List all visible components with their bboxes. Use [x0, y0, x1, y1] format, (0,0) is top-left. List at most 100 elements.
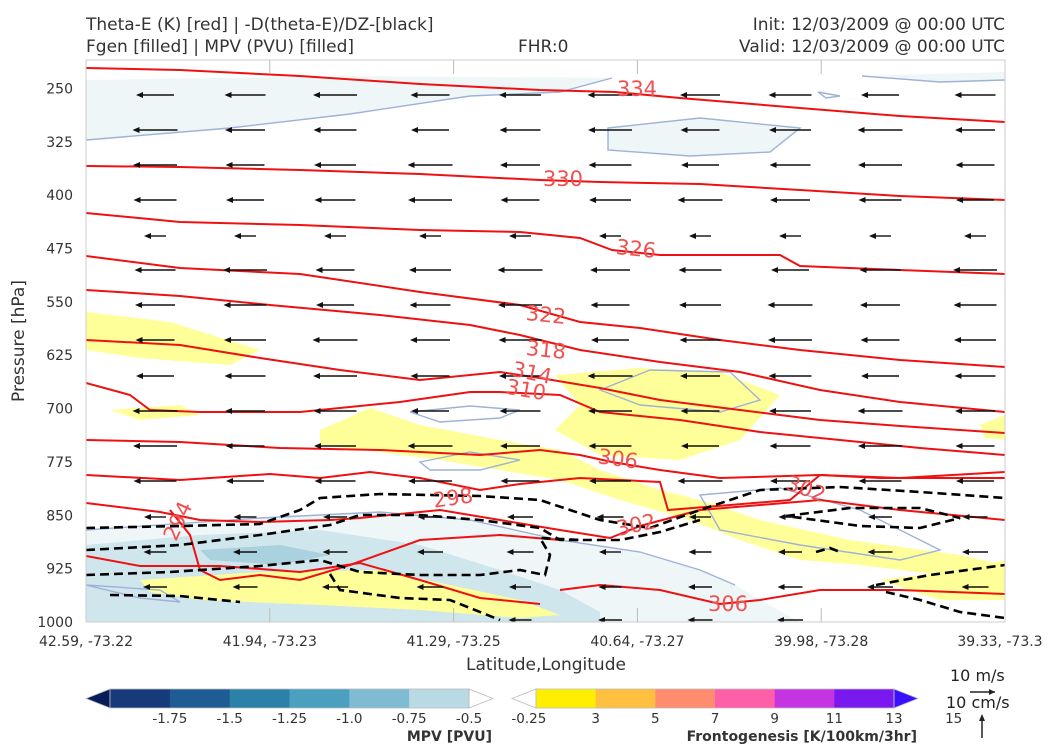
wind-vector	[681, 443, 719, 449]
wind-vector	[313, 127, 357, 133]
wind-vector	[679, 302, 721, 308]
fgen-colorbar: 3 5 7 9 11 13 15	[510, 688, 962, 727]
wind-vector	[500, 478, 540, 484]
wind-vector	[964, 233, 986, 239]
fgen-region-small-left	[110, 405, 200, 420]
wind-vector	[768, 373, 812, 379]
wind-vector	[226, 478, 264, 484]
mpv-outline-upper	[86, 77, 613, 141]
theta-e-label: 306	[596, 444, 639, 473]
wind-vector	[596, 514, 624, 520]
wind-vector	[133, 197, 177, 203]
theta-e-label: 322	[525, 301, 567, 329]
wind-vector	[144, 514, 166, 520]
wind-vector	[135, 302, 175, 308]
colorbar-swatch	[715, 689, 776, 708]
wind-vector	[143, 584, 167, 590]
wind-vector	[322, 549, 348, 555]
x-tick-label: 39.98, -73.28	[774, 634, 868, 650]
wind-vector	[770, 197, 810, 203]
wind-vector	[678, 267, 722, 273]
wind-vector	[314, 443, 356, 449]
wind-vector	[857, 127, 903, 133]
wind-vector	[953, 302, 997, 308]
fgen-region-lower	[140, 570, 560, 618]
colorbar-tick-label: -1.25	[272, 711, 307, 727]
y-tick-label: 700	[46, 402, 73, 418]
wind-vector	[860, 337, 900, 343]
wind-vector	[689, 514, 711, 520]
wind-vector	[132, 127, 178, 133]
theta-e-label: 302	[614, 509, 658, 541]
chart-title-line1: Theta-E (K) [red] | -D(theta-E)/DZ-[blac…	[86, 15, 434, 35]
wind-vector	[232, 584, 258, 590]
mpv-outline-bottom-left	[86, 584, 181, 603]
wind-vector	[506, 549, 534, 555]
wind-vector	[954, 373, 996, 379]
wind-vector	[861, 92, 899, 98]
theta-e-line-326	[86, 212, 1005, 275]
theta-e-line-314	[86, 339, 1005, 434]
wind-vector	[417, 514, 443, 520]
wind-vector	[509, 584, 531, 590]
wind-vector	[679, 337, 721, 343]
colorbar-swatch	[595, 689, 656, 708]
wind-vector	[323, 514, 347, 520]
forecast-hour: FHR:0	[518, 37, 569, 57]
colorbar-tick-label: -0.25	[511, 711, 546, 727]
wind-vector	[858, 443, 902, 449]
colorbar-swatch	[349, 689, 410, 708]
mpv-colorbar-title: MPV [PVU]	[407, 729, 492, 745]
colorbar-swatch	[834, 689, 895, 708]
wind-vector	[962, 514, 988, 520]
wind-vector	[233, 549, 257, 555]
wind-vector	[867, 549, 893, 555]
colorbar-tick-label: -0.75	[392, 711, 427, 727]
wind-vector	[859, 267, 901, 273]
theta-e-line-330	[86, 165, 1005, 201]
wind-vector	[858, 197, 902, 203]
wind-key-horizontal-arrowhead	[989, 689, 995, 695]
wind-vector	[411, 408, 449, 414]
wind-vector	[868, 514, 892, 520]
wind-vector	[858, 162, 902, 168]
x-tick-label: 39.33, -73.3	[957, 634, 1042, 650]
wind-vector	[687, 617, 713, 622]
x-axis-label: Latitude,Longitude	[466, 655, 626, 675]
wind-vector	[499, 92, 541, 98]
wind-vector	[324, 233, 346, 239]
wind-vector	[777, 584, 803, 590]
wind-vector	[134, 267, 176, 273]
wind-vector	[962, 549, 988, 555]
wind-vector	[410, 337, 450, 343]
wind-vector	[408, 197, 452, 203]
wind-vector	[136, 373, 174, 379]
wind-vector	[588, 408, 632, 414]
colorbar-swatch	[774, 689, 835, 708]
colorbar-tick-label: -1.0	[336, 711, 362, 727]
wind-vector	[955, 162, 995, 168]
wind-vector	[768, 337, 812, 343]
wind-vector	[588, 127, 632, 133]
wind-vector	[234, 233, 256, 239]
init-time: Init: 12/03/2009 @ 00:00 UTC	[752, 15, 1005, 35]
stability-line-3	[86, 536, 581, 577]
theta-e-line-bottom	[86, 555, 541, 605]
wind-vector	[767, 302, 813, 308]
wind-vector	[133, 162, 177, 168]
stability-line-6	[785, 506, 961, 530]
y-axis-ticks: 250 325 400 475 550 625 700 775 850 925 1000	[37, 81, 73, 631]
theta-e-line-302-upper	[86, 470, 1005, 512]
wind-vector	[225, 443, 265, 449]
x-tick-label: 42.59, -73.22	[39, 634, 133, 650]
wind-vector	[135, 337, 175, 343]
wind-vector	[224, 373, 266, 379]
wind-vector	[133, 478, 177, 484]
wind-vector	[407, 443, 453, 449]
wind-vector	[312, 337, 358, 343]
theta-e-line-298	[86, 498, 1005, 540]
wind-key-vertical-label: 10 cm/s	[946, 693, 1010, 712]
wind-vector	[225, 408, 265, 414]
wind-vector	[771, 267, 809, 273]
